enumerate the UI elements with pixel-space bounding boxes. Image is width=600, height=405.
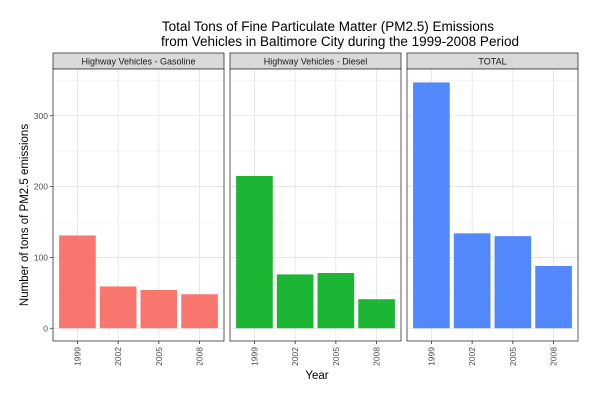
facet-panel-2: TOTAL 1999 2002 2005 2008 bbox=[406, 52, 579, 366]
bar bbox=[181, 294, 218, 329]
facet-panels: Highway Vehicles - Gasoline 1999 2002 2005 2… bbox=[34, 52, 579, 366]
x-tick-label: 2002 bbox=[290, 347, 300, 366]
facet-panel-0: Highway Vehicles - Gasoline 1999 2002 2005 2… bbox=[52, 52, 225, 366]
x-axis-title: Year bbox=[305, 370, 328, 382]
bar bbox=[59, 235, 96, 329]
bar bbox=[276, 274, 314, 329]
bar bbox=[317, 273, 355, 329]
y-tick-label: 300 bbox=[34, 111, 48, 121]
x-tick-label: 2008 bbox=[549, 347, 559, 366]
bar bbox=[358, 299, 395, 329]
bar bbox=[99, 286, 137, 329]
x-tick-label: 1999 bbox=[249, 347, 259, 366]
chart-title-line-1: Total Tons of Fine Particulate Matter (P… bbox=[162, 19, 494, 34]
chart-title-line-2: from Vehicles in Baltimore City during t… bbox=[161, 34, 519, 49]
x-tick-label: 2005 bbox=[154, 347, 164, 366]
x-tick-label: 2002 bbox=[113, 347, 123, 366]
y-axis-title: Number of tons of PM2.5 emissions bbox=[19, 124, 31, 306]
panel-border bbox=[229, 68, 402, 342]
bar bbox=[140, 290, 178, 329]
bar bbox=[236, 175, 273, 329]
x-tick-label: 2005 bbox=[508, 347, 518, 366]
y-tick-label: 0 bbox=[43, 323, 48, 333]
panel-border bbox=[52, 68, 225, 342]
y-tick-label: 200 bbox=[34, 182, 48, 192]
y-tick-label: 100 bbox=[34, 252, 48, 262]
x-tick-label: 2008 bbox=[195, 347, 205, 366]
panel-border bbox=[406, 68, 579, 342]
x-tick-label: 1999 bbox=[72, 347, 82, 366]
x-tick-label: 2002 bbox=[467, 347, 477, 366]
facet-strip-label: Highway Vehicles - Diesel bbox=[264, 57, 368, 67]
y-axis: 0 100 200 300 bbox=[34, 111, 53, 333]
bar bbox=[413, 82, 450, 329]
facet-panel-1: Highway Vehicles - Diesel 1999 2002 2005 200… bbox=[229, 52, 402, 366]
facet-strip-label: Highway Vehicles - Gasoline bbox=[81, 57, 195, 67]
bar bbox=[535, 265, 572, 329]
bar bbox=[453, 233, 491, 329]
x-tick-label: 2005 bbox=[331, 347, 341, 366]
x-tick-label: 1999 bbox=[426, 347, 436, 366]
x-tick-label: 2008 bbox=[372, 347, 382, 366]
bar bbox=[494, 236, 532, 329]
facet-strip-label: TOTAL bbox=[478, 57, 506, 67]
